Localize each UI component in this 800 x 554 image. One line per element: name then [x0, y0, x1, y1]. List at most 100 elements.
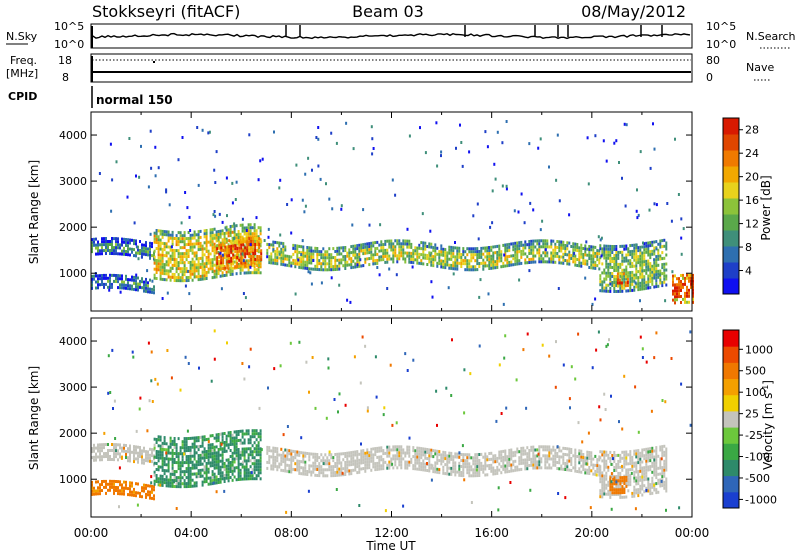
velocity-cell [641, 454, 644, 458]
power-cell [408, 251, 411, 255]
power-cell [576, 249, 579, 252]
power-cell [179, 270, 182, 274]
power-cell [251, 226, 254, 230]
power-cell [181, 246, 184, 250]
power-cell [496, 262, 499, 266]
power-cell [251, 235, 254, 239]
power-cell [428, 260, 431, 264]
velocity-cell [394, 448, 397, 452]
power-cell [617, 289, 620, 293]
power-cell [193, 242, 196, 246]
power-cell [103, 285, 105, 289]
velocity-cell [388, 451, 391, 455]
velocity-cell [225, 434, 228, 438]
power-cell [231, 181, 234, 185]
power-cell [422, 262, 425, 266]
power-cell [368, 242, 371, 246]
velocity-cell [514, 453, 517, 457]
power-cell [550, 257, 553, 261]
power-cell [649, 277, 652, 281]
velocity-cell [500, 465, 503, 469]
velocity-cell [209, 434, 212, 438]
power-cell [584, 276, 587, 280]
velocity-cell [163, 481, 166, 485]
power-cell [201, 259, 204, 263]
power-cell [238, 264, 241, 268]
power-cell [372, 147, 375, 150]
velocity-cell [482, 467, 485, 471]
power-cell [516, 241, 519, 245]
power-cell [326, 262, 329, 266]
velocity-cell [416, 446, 419, 450]
power-cell [288, 264, 291, 268]
power-cell [378, 255, 381, 259]
velocity-cell [223, 480, 226, 483]
velocity-cell [165, 442, 168, 446]
power-cell [209, 234, 212, 238]
velocity-cell [175, 452, 178, 456]
power-cell [605, 244, 608, 248]
power-cell [294, 292, 297, 296]
power-cell [504, 243, 507, 247]
power-cell [113, 249, 115, 253]
power-cell [105, 240, 107, 243]
velocity-cell [278, 465, 281, 469]
velocity-cell [396, 457, 399, 461]
velocity-cell [633, 473, 636, 477]
power-cell [623, 259, 626, 263]
velocity-cell [133, 487, 135, 491]
velocity-cell [378, 455, 381, 459]
power-cell [135, 288, 137, 292]
power-cell [624, 281, 627, 285]
velocity-cell [566, 459, 569, 463]
power-cell [219, 235, 222, 239]
power-cell [119, 252, 121, 256]
velocity-cell [637, 461, 640, 465]
power-cell [635, 264, 638, 268]
velocity-cell [530, 448, 533, 452]
power-cell [537, 146, 540, 150]
power-cell [410, 245, 413, 249]
power-cell [222, 261, 225, 264]
power-cell [151, 287, 153, 291]
power-cell [631, 252, 634, 256]
velocity-cell [304, 451, 307, 455]
velocity-cell [354, 465, 357, 469]
velocity-cell [625, 453, 628, 457]
power-cell [476, 259, 479, 263]
power-cell [244, 264, 247, 268]
velocity-cell [195, 463, 198, 467]
power-cell [647, 265, 650, 269]
power-cell [476, 202, 479, 206]
power-cell [566, 247, 569, 251]
velocity-cell [615, 493, 618, 496]
velocity-cell [259, 477, 262, 481]
power-cell [227, 267, 230, 271]
velocity-cell [528, 449, 531, 452]
power-cell [432, 264, 435, 268]
power-cell [382, 252, 385, 256]
power-cell [607, 247, 610, 251]
velocity-cell [153, 470, 156, 474]
velocity-cell [217, 439, 220, 442]
power-cell [169, 269, 172, 273]
velocity-cell [119, 443, 121, 447]
power-cell [252, 261, 255, 264]
velocity-cell [316, 453, 319, 456]
velocity-cell [605, 459, 608, 463]
velocity-cell [272, 455, 275, 459]
power-cell [647, 241, 650, 245]
power-cell [609, 262, 612, 266]
velocity-cell [404, 460, 407, 464]
power-cell [234, 256, 237, 260]
velocity-cell [354, 450, 357, 454]
power-cell [442, 259, 445, 263]
power-cell [599, 289, 602, 293]
power-cell [113, 237, 115, 241]
velocity-cell [183, 443, 186, 447]
power-cell [659, 278, 662, 282]
power-cell [641, 275, 644, 279]
velocity-cell [474, 465, 477, 469]
velocity-cell [542, 454, 545, 458]
power-cell [462, 250, 465, 254]
